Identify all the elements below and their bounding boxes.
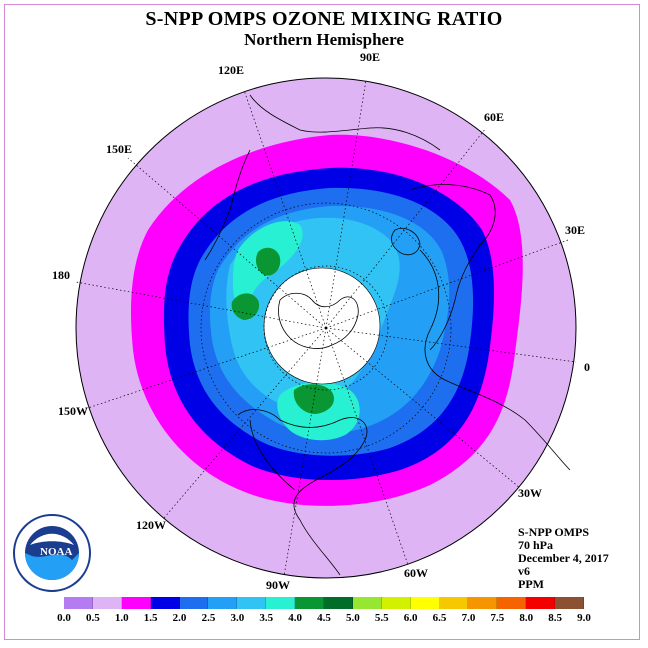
lon-label-180: 180 — [52, 268, 70, 282]
colorbar-tick-label: 5.5 — [374, 612, 389, 624]
colorbar-tick-label: 8.5 — [548, 612, 562, 624]
lon-label-0: 0 — [584, 360, 590, 374]
coastlines — [204, 94, 571, 576]
colorbar-segment — [352, 597, 382, 609]
colorbar-segment — [324, 597, 353, 609]
lon-label-30e: 30E — [565, 223, 586, 237]
colorbar-segment — [410, 597, 440, 609]
info-level: 70 hPa — [518, 538, 554, 552]
info-version: v6 — [518, 564, 530, 578]
colorbar-tick-label: 2.0 — [172, 612, 187, 624]
lon-label-90w: 90W — [266, 578, 290, 592]
colorbar-tick-label: 8.0 — [519, 612, 534, 624]
colorbar-segment — [439, 597, 469, 609]
noaa-logo — [13, 514, 91, 592]
map-title: S-NPP OMPS OZONE MIXING RATIO — [145, 8, 503, 30]
colorbar-segment — [208, 597, 238, 609]
colorbar-segment — [179, 597, 209, 609]
colorbar-segment — [468, 597, 498, 609]
lon-label-90e: 90E — [360, 50, 381, 64]
colorbar-tick-label: 0.0 — [57, 612, 71, 624]
colorbar — [64, 597, 585, 609]
lon-label-60w: 60W — [404, 566, 428, 580]
colorbar-segment — [266, 597, 296, 609]
colorbar-segment — [526, 597, 556, 609]
colorbar-tick-label: 6.0 — [403, 612, 418, 624]
colorbar-tick-label: 3.0 — [230, 612, 245, 624]
colorbar-tick-label: 0.5 — [86, 612, 100, 624]
colorbar-segment — [497, 597, 527, 609]
colorbar-tick-label: 2.5 — [201, 612, 216, 624]
lon-label-60e: 60E — [484, 110, 505, 124]
colorbar-segment — [555, 597, 585, 609]
map-subtitle: Northern Hemisphere — [244, 30, 404, 49]
colorbar-tick-label: 1.5 — [143, 612, 158, 624]
lon-label-120w: 120W — [136, 518, 166, 532]
lon-label-120e: 120E — [218, 63, 245, 77]
colorbar-tick-label: 9.0 — [577, 612, 591, 624]
colorbar-tick-label: 7.0 — [461, 612, 476, 624]
colorbar-segment — [237, 597, 267, 609]
colorbar-segment — [92, 597, 122, 609]
info-units: PPM — [518, 577, 544, 591]
noaa-logo-text: NOAA — [40, 546, 73, 558]
colorbar-segment — [150, 597, 180, 609]
colorbar-tick-label: 3.5 — [259, 612, 274, 624]
colorbar-segment — [295, 597, 325, 609]
info-date: December 4, 2017 — [518, 551, 609, 565]
contour-4.0-b — [231, 293, 260, 320]
info-block: S-NPP OMPS 70 hPa December 4, 2017 v6 PP… — [518, 526, 609, 591]
graticule — [75, 79, 577, 577]
colorbar-tick-label: 7.5 — [490, 612, 505, 624]
colorbar-tick-label: 4.5 — [317, 612, 331, 624]
lon-label-150e: 150E — [106, 142, 133, 156]
colorbar-tick-label: 6.5 — [432, 612, 447, 624]
colorbar-tick-label: 4.0 — [288, 612, 302, 624]
contour-4.0-a — [256, 247, 281, 276]
colorbar-tick-label: 1.0 — [114, 612, 129, 624]
colorbar-segment — [381, 597, 411, 609]
colorbar-tick-label: 5.0 — [346, 612, 360, 624]
colorbar-segment — [64, 597, 93, 609]
lon-label-30w: 30W — [518, 486, 542, 500]
lon-label-150w: 150W — [58, 404, 88, 418]
info-instrument: S-NPP OMPS — [518, 525, 589, 539]
image-frame — [4, 4, 640, 640]
colorbar-segment — [121, 597, 151, 609]
